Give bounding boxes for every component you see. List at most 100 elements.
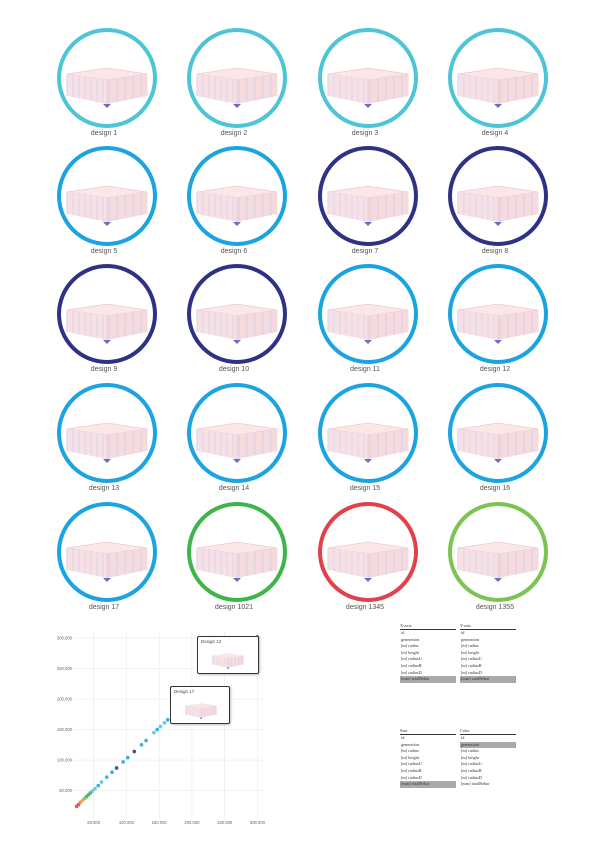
mapping-option[interactable]: [mm] totalRebar	[400, 781, 456, 788]
mapping-option[interactable]: [m] radiusR	[400, 663, 456, 670]
design-card[interactable]: design 1355	[441, 502, 561, 618]
design-ring	[57, 146, 157, 246]
mapping-option[interactable]: generation	[400, 742, 456, 749]
mapping-option[interactable]: [m] radiusU	[460, 761, 516, 768]
x-tick-label: 100,000	[119, 820, 135, 825]
data-point[interactable]	[115, 766, 118, 769]
design-card[interactable]: design 9	[50, 264, 170, 380]
design-card[interactable]: design 10	[180, 264, 300, 380]
visual_mapping-left-column: Size id generation [m] radius [m] height [m] …	[400, 727, 456, 788]
design-ring	[318, 502, 418, 602]
design-label: design 13	[50, 485, 158, 492]
mapping-option[interactable]: [m] radius	[400, 643, 456, 650]
design-card[interactable]: design 16	[441, 383, 561, 499]
design-card[interactable]: design 12	[441, 264, 561, 380]
building-render	[452, 387, 544, 479]
mapping-option[interactable]: [mm] totalRebar	[400, 676, 456, 683]
data-point[interactable]	[156, 728, 159, 731]
mapping-option[interactable]: [m] radiusR	[400, 768, 456, 775]
mapping-option[interactable]: [m] radiusR	[460, 663, 516, 670]
building-render	[61, 506, 153, 598]
design-label: design 15	[311, 485, 419, 492]
mapping-option[interactable]: id	[400, 630, 456, 637]
design-ring	[448, 146, 548, 246]
building-render	[322, 506, 414, 598]
design-ring	[318, 264, 418, 364]
mapping-option[interactable]: id	[460, 735, 516, 742]
y-tick-label: 100,000	[57, 758, 73, 763]
design-card[interactable]: design 1	[50, 28, 170, 144]
column-header: Y-axis	[460, 622, 516, 630]
mapping-option[interactable]: id	[460, 630, 516, 637]
mapping-option[interactable]: [m] height	[400, 650, 456, 657]
design-card[interactable]: design 15	[311, 383, 431, 499]
data-point[interactable]	[100, 780, 103, 783]
mapping-option[interactable]: [m] height	[460, 650, 516, 657]
mapping-option[interactable]: [m] radius	[460, 643, 516, 650]
design-card[interactable]: design 3	[311, 28, 431, 144]
data-point[interactable]	[152, 731, 155, 734]
data-point[interactable]	[144, 739, 147, 742]
data-point[interactable]	[121, 760, 124, 763]
x-tick-label: 50,000	[87, 820, 100, 825]
data-point[interactable]	[91, 789, 94, 792]
callout-design-17[interactable]: Design 17	[170, 686, 230, 724]
design-card[interactable]: design 4	[441, 28, 561, 144]
mapping-option[interactable]: [m] height	[400, 755, 456, 762]
mapping-option[interactable]: id	[400, 735, 456, 742]
mapping-option[interactable]: [m] radiusR	[460, 768, 516, 775]
design-ring	[318, 383, 418, 483]
design-card[interactable]: design 1021	[180, 502, 300, 618]
data-point[interactable]	[163, 721, 166, 724]
callout-design-12[interactable]: Design 12	[197, 636, 259, 674]
design-card[interactable]: design 1345	[311, 502, 431, 618]
mapping-option[interactable]: [m] radiusD	[460, 775, 516, 782]
data-point[interactable]	[140, 743, 143, 746]
y-tick-label: 300,000	[57, 636, 73, 641]
data-point[interactable]	[97, 784, 100, 787]
mapping-option[interactable]: [m] radiusD	[460, 670, 516, 677]
data-point[interactable]	[166, 718, 169, 721]
design-card[interactable]: design 17	[50, 502, 170, 618]
building-render	[191, 506, 283, 598]
mapping-option[interactable]: [m] radiusD	[400, 670, 456, 677]
mapping-option[interactable]: [m] radiusU	[460, 656, 516, 663]
design-card[interactable]: design 14	[180, 383, 300, 499]
design-label: design 5	[50, 248, 158, 255]
mapping-option[interactable]: [m] radiusD	[400, 775, 456, 782]
mapping-option[interactable]: [m] height	[460, 755, 516, 762]
mapping-option[interactable]: generation	[460, 742, 516, 749]
design-ring	[187, 502, 287, 602]
design-ring	[187, 264, 287, 364]
mapping-option[interactable]: [m] radius	[460, 748, 516, 755]
design-label: design 14	[180, 485, 288, 492]
mapping-option[interactable]: [m] radiusU	[400, 656, 456, 663]
design-card[interactable]: design 6	[180, 146, 300, 262]
design-card[interactable]: design 13	[50, 383, 170, 499]
design-card[interactable]: design 11	[311, 264, 431, 380]
scatter-plot[interactable]: 50,000 100,000 150,000 200,000 250,000 300,00…	[52, 628, 272, 824]
data-point[interactable]	[110, 771, 113, 774]
mapping-option[interactable]: [m] radiusU	[400, 761, 456, 768]
data-point[interactable]	[159, 725, 162, 728]
design-card[interactable]: design 2	[180, 28, 300, 144]
data-point[interactable]	[133, 750, 136, 753]
design-ring	[187, 28, 287, 128]
column-header: X-axis	[400, 622, 456, 630]
mapping-option[interactable]: generation	[460, 637, 516, 644]
design-card[interactable]: design 5	[50, 146, 170, 262]
building-render	[191, 32, 283, 124]
mapping-option[interactable]: generation	[400, 637, 456, 644]
design-label: design 9	[50, 366, 158, 373]
data-point[interactable]	[93, 787, 96, 790]
data-point[interactable]	[126, 756, 129, 759]
design-card[interactable]: design 8	[441, 146, 561, 262]
design-card[interactable]: design 7	[311, 146, 431, 262]
data-point[interactable]	[105, 775, 108, 778]
building-render	[452, 268, 544, 360]
mapping-option[interactable]: [mm] totalRebar	[460, 781, 516, 788]
mapping-option[interactable]: [m] radius	[400, 748, 456, 755]
building-render	[191, 387, 283, 479]
mapping-option[interactable]: [mm] totalRebar	[460, 676, 516, 683]
design-label: design 1345	[311, 604, 419, 611]
